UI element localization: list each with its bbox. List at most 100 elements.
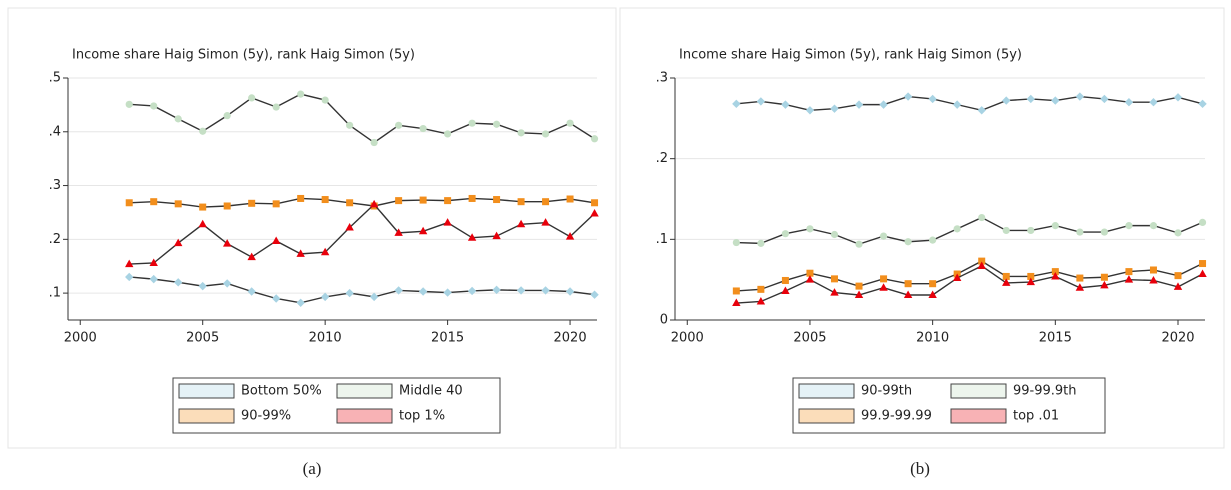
marker — [1198, 218, 1207, 226]
chart-title: Income share Haig Simon (5y), rank Haig … — [72, 48, 415, 63]
marker — [296, 249, 305, 257]
marker — [345, 288, 354, 298]
y-tick-label: .1 — [49, 286, 61, 301]
marker — [271, 294, 281, 303]
marker — [781, 100, 790, 109]
legend-label: 90-99th — [861, 384, 912, 399]
x-tick-label: 2000 — [671, 331, 704, 346]
marker — [732, 99, 741, 109]
legend-label: Middle 40 — [399, 384, 463, 399]
legend-label: 90-99% — [241, 409, 291, 424]
marker — [443, 288, 452, 297]
marker — [855, 282, 863, 290]
marker — [732, 298, 741, 307]
marker — [395, 121, 403, 129]
marker — [1100, 228, 1108, 236]
legend-swatch — [950, 383, 1007, 399]
marker — [781, 230, 790, 238]
marker — [297, 194, 305, 202]
marker — [370, 138, 378, 147]
marker — [174, 238, 183, 247]
legend-label: 99.9-99.99 — [861, 409, 932, 424]
marker — [493, 196, 501, 204]
marker — [222, 279, 232, 288]
marker — [1149, 275, 1158, 284]
marker — [977, 261, 986, 269]
marker — [296, 298, 305, 307]
marker — [781, 286, 790, 294]
marker — [1124, 98, 1134, 107]
x-tick-label: 2015 — [1039, 331, 1072, 346]
marker — [1026, 94, 1035, 104]
marker — [198, 281, 207, 291]
legend-swatch — [336, 383, 393, 399]
marker — [904, 238, 912, 246]
marker — [756, 97, 766, 106]
y-tick-label: 0 — [660, 313, 668, 328]
marker — [346, 121, 354, 129]
marker — [903, 92, 913, 101]
marker — [272, 200, 280, 208]
marker — [150, 102, 158, 110]
x-tick-label: 2020 — [554, 331, 587, 346]
marker — [1026, 277, 1035, 286]
marker — [1125, 268, 1133, 276]
marker — [174, 200, 182, 208]
marker — [346, 199, 354, 207]
marker — [541, 218, 550, 226]
marker — [1051, 271, 1060, 280]
series-line — [129, 197, 595, 208]
marker — [149, 274, 158, 284]
y-tick-label: .2 — [49, 232, 61, 247]
marker — [1100, 280, 1109, 289]
marker — [418, 226, 428, 235]
legend-label: top .01 — [1013, 409, 1059, 424]
marker — [320, 247, 330, 256]
panel-frame — [619, 7, 1225, 449]
marker — [199, 203, 207, 211]
marker — [125, 272, 134, 282]
marker — [394, 286, 403, 295]
marker — [1027, 272, 1035, 280]
legend-swatch — [336, 408, 393, 424]
marker — [565, 232, 575, 240]
marker — [248, 94, 256, 102]
marker — [830, 104, 839, 113]
marker — [805, 275, 815, 283]
series-line — [129, 203, 596, 265]
marker — [541, 286, 550, 295]
marker — [444, 197, 452, 205]
marker — [757, 285, 765, 293]
marker — [419, 196, 427, 204]
marker — [806, 269, 814, 277]
marker — [517, 198, 525, 206]
marker — [541, 130, 550, 138]
marker — [830, 230, 839, 239]
marker — [952, 273, 962, 282]
marker — [929, 236, 937, 244]
marker — [149, 258, 158, 266]
marker — [198, 219, 207, 228]
marker — [1027, 226, 1035, 235]
marker — [590, 290, 599, 299]
marker — [223, 202, 231, 210]
caption: (b) — [910, 459, 930, 478]
marker — [879, 100, 888, 109]
marker — [978, 213, 986, 222]
marker — [418, 287, 428, 296]
marker — [222, 239, 232, 247]
marker — [879, 283, 888, 291]
marker — [732, 287, 740, 295]
marker — [732, 238, 740, 247]
legend-swatch — [950, 408, 1007, 424]
marker — [854, 290, 864, 298]
marker — [854, 100, 864, 109]
marker — [929, 280, 937, 288]
marker — [1174, 229, 1182, 237]
marker — [125, 100, 133, 108]
marker — [1051, 222, 1059, 230]
marker — [247, 252, 256, 261]
marker — [590, 135, 599, 143]
marker — [271, 236, 281, 244]
marker — [590, 209, 599, 217]
